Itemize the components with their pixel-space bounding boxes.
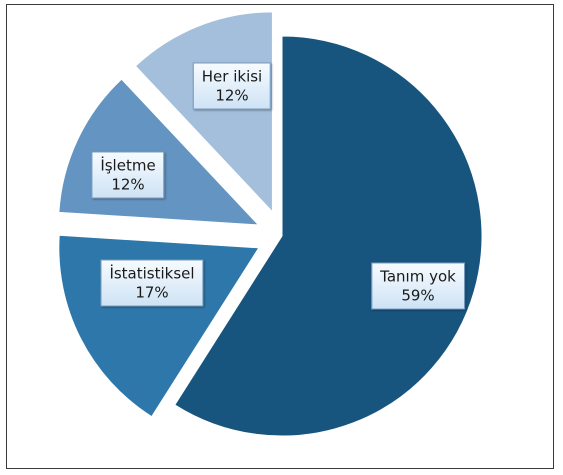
data-label-4: Her ikisi 12% [192, 62, 272, 110]
data-label-name: Her ikisi [201, 67, 263, 86]
data-label-value: 12% [215, 86, 249, 105]
data-label-name: İstatistiksel [109, 264, 195, 283]
data-label-1: Tanım yok 59% [371, 262, 465, 310]
data-label-value: 17% [135, 283, 169, 302]
data-label-3: İşletme 12% [91, 151, 165, 199]
data-label-name: Tanım yok [380, 267, 456, 286]
data-label-2: İstatistiksel 17% [100, 259, 204, 307]
pie-slice-1 [174, 35, 483, 437]
data-label-value: 59% [401, 286, 435, 305]
data-label-name: İşletme [100, 156, 156, 175]
data-label-value: 12% [111, 175, 145, 194]
pie-slice-4 [134, 11, 273, 214]
